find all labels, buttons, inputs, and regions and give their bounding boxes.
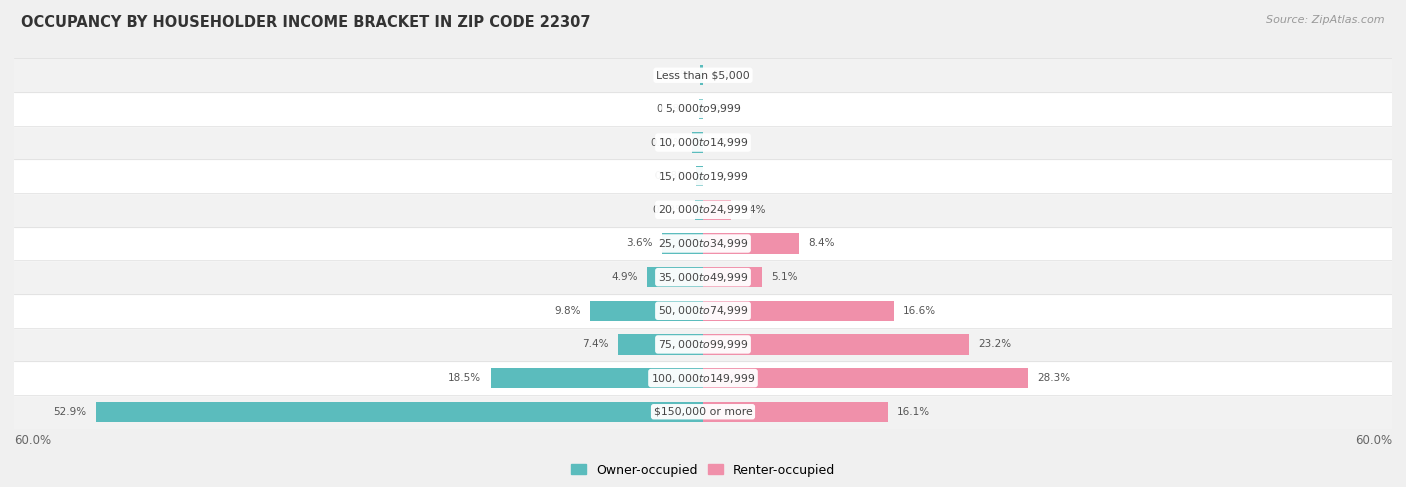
Text: Less than $5,000: Less than $5,000 [657, 70, 749, 80]
Text: 5.1%: 5.1% [770, 272, 797, 282]
Bar [692, 132, 703, 152]
Bar [14, 294, 1392, 328]
Bar [703, 402, 887, 422]
Bar [14, 58, 1392, 92]
Text: 0.26%: 0.26% [658, 70, 690, 80]
Bar [591, 300, 703, 321]
Text: $20,000 to $24,999: $20,000 to $24,999 [658, 204, 748, 216]
Bar [703, 233, 800, 254]
Bar [14, 159, 1392, 193]
Text: 0.0%: 0.0% [713, 137, 738, 148]
Text: 23.2%: 23.2% [979, 339, 1012, 350]
Bar [647, 267, 703, 287]
Text: $75,000 to $99,999: $75,000 to $99,999 [658, 338, 748, 351]
Text: 0.0%: 0.0% [713, 104, 738, 114]
Text: 28.3%: 28.3% [1038, 373, 1070, 383]
Bar [703, 300, 894, 321]
Text: 60.0%: 60.0% [1355, 433, 1392, 447]
Text: 3.6%: 3.6% [626, 239, 652, 248]
Bar [14, 261, 1392, 294]
Text: 7.4%: 7.4% [582, 339, 609, 350]
Text: $15,000 to $19,999: $15,000 to $19,999 [658, 169, 748, 183]
Text: 4.9%: 4.9% [612, 272, 637, 282]
Bar [703, 368, 1028, 388]
Bar [699, 99, 703, 119]
Text: 18.5%: 18.5% [449, 373, 481, 383]
Bar [662, 233, 703, 254]
Text: 0.38%: 0.38% [657, 104, 689, 114]
Text: $35,000 to $49,999: $35,000 to $49,999 [658, 271, 748, 283]
Text: Source: ZipAtlas.com: Source: ZipAtlas.com [1267, 15, 1385, 25]
Legend: Owner-occupied, Renter-occupied: Owner-occupied, Renter-occupied [567, 459, 839, 482]
Bar [14, 126, 1392, 159]
Text: 0.58%: 0.58% [654, 171, 688, 181]
Bar [703, 335, 969, 355]
Text: 9.8%: 9.8% [555, 306, 581, 316]
Text: 8.4%: 8.4% [808, 239, 835, 248]
Bar [14, 193, 1392, 226]
Text: $100,000 to $149,999: $100,000 to $149,999 [651, 372, 755, 385]
Text: 2.4%: 2.4% [740, 205, 766, 215]
Text: 0.93%: 0.93% [650, 137, 683, 148]
Bar [491, 368, 703, 388]
Bar [14, 361, 1392, 395]
Text: $5,000 to $9,999: $5,000 to $9,999 [665, 102, 741, 115]
Text: 16.1%: 16.1% [897, 407, 931, 417]
Bar [703, 267, 762, 287]
Text: $50,000 to $74,999: $50,000 to $74,999 [658, 304, 748, 318]
Text: 60.0%: 60.0% [14, 433, 51, 447]
Bar [696, 166, 703, 187]
Text: OCCUPANCY BY HOUSEHOLDER INCOME BRACKET IN ZIP CODE 22307: OCCUPANCY BY HOUSEHOLDER INCOME BRACKET … [21, 15, 591, 30]
Text: 0.0%: 0.0% [713, 171, 738, 181]
Text: 16.6%: 16.6% [903, 306, 936, 316]
Bar [619, 335, 703, 355]
Text: 52.9%: 52.9% [53, 407, 86, 417]
Bar [96, 402, 703, 422]
Text: $10,000 to $14,999: $10,000 to $14,999 [658, 136, 748, 149]
Bar [14, 226, 1392, 261]
Bar [14, 92, 1392, 126]
Bar [14, 328, 1392, 361]
Bar [695, 200, 703, 220]
Text: $25,000 to $34,999: $25,000 to $34,999 [658, 237, 748, 250]
Text: 0.0%: 0.0% [713, 70, 738, 80]
Bar [703, 200, 731, 220]
Text: $150,000 or more: $150,000 or more [654, 407, 752, 417]
Bar [14, 395, 1392, 429]
Text: 0.73%: 0.73% [652, 205, 686, 215]
Bar [700, 65, 703, 85]
